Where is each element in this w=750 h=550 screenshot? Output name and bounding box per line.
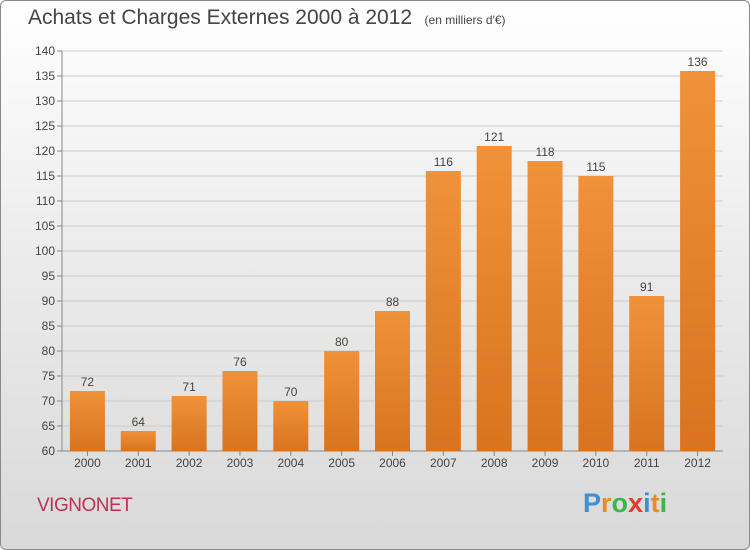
x-tick-label: 2003 bbox=[227, 456, 254, 470]
x-tick-label: 2000 bbox=[74, 456, 101, 470]
y-tick-label: 125 bbox=[35, 119, 55, 133]
bar bbox=[629, 296, 665, 451]
data-label: 80 bbox=[335, 335, 349, 349]
y-tick-label: 115 bbox=[36, 169, 55, 183]
y-tick-label: 140 bbox=[35, 44, 55, 58]
bar bbox=[69, 391, 105, 451]
x-tick-label: 2010 bbox=[583, 456, 610, 470]
x-tick-label: 2002 bbox=[176, 456, 203, 470]
y-tick-label: 105 bbox=[35, 219, 55, 233]
y-tick-label: 100 bbox=[35, 244, 55, 258]
data-label: 76 bbox=[233, 355, 247, 369]
data-label: 88 bbox=[386, 295, 400, 309]
data-label: 91 bbox=[640, 280, 654, 294]
logo-letter: r bbox=[601, 488, 612, 518]
commune-name: VIGNONET bbox=[37, 495, 133, 516]
x-tick-label: 2004 bbox=[277, 456, 304, 470]
y-tick-label: 90 bbox=[42, 294, 56, 308]
logo-letter: i bbox=[659, 488, 668, 518]
x-tick-label: 2008 bbox=[481, 456, 508, 470]
data-label: 72 bbox=[81, 375, 95, 389]
bar bbox=[273, 401, 309, 451]
data-label: 64 bbox=[132, 415, 146, 429]
y-tick-label: 70 bbox=[42, 394, 56, 408]
x-tick-label: 2001 bbox=[125, 456, 152, 470]
bar bbox=[680, 71, 716, 451]
data-label: 116 bbox=[434, 155, 453, 169]
proxiti-logo: Proxiti bbox=[583, 488, 667, 519]
logo-letter: x bbox=[628, 488, 644, 518]
chart-title: Achats et Charges Externes 2000 à 2012 bbox=[28, 6, 413, 29]
bar bbox=[222, 371, 258, 451]
bar bbox=[527, 161, 563, 451]
data-label: 118 bbox=[535, 145, 554, 159]
y-tick-label: 130 bbox=[35, 94, 55, 108]
x-tick-label: 2011 bbox=[634, 456, 660, 470]
data-label: 115 bbox=[586, 160, 605, 174]
y-tick-label: 80 bbox=[42, 344, 56, 358]
bar bbox=[171, 396, 207, 451]
bar bbox=[578, 176, 614, 451]
y-tick-label: 95 bbox=[42, 269, 56, 283]
y-tick-label: 135 bbox=[35, 69, 55, 83]
x-tick-label: 2006 bbox=[379, 456, 406, 470]
x-tick-label: 2005 bbox=[328, 456, 355, 470]
chart-subtitle: (en milliers d'€) bbox=[424, 13, 506, 27]
y-tick-label: 65 bbox=[42, 419, 56, 433]
logo-letter: P bbox=[583, 488, 602, 518]
x-tick-label: 2009 bbox=[532, 456, 559, 470]
bar bbox=[375, 311, 410, 451]
x-tick-label: 2012 bbox=[684, 456, 711, 470]
x-tick-label: 2007 bbox=[430, 456, 457, 470]
data-label: 71 bbox=[182, 380, 196, 394]
data-label: 70 bbox=[284, 385, 298, 399]
bar bbox=[476, 146, 512, 451]
bar bbox=[425, 171, 461, 451]
title-row: Achats et Charges Externes 2000 à 2012 (… bbox=[28, 6, 506, 30]
bar bbox=[324, 351, 360, 451]
bar bbox=[120, 431, 156, 451]
y-tick-label: 60 bbox=[42, 444, 56, 458]
data-label: 136 bbox=[688, 55, 708, 69]
logo-letter: o bbox=[611, 488, 629, 518]
data-label: 121 bbox=[484, 130, 504, 144]
y-tick-label: 75 bbox=[42, 369, 56, 383]
logo-letter: t bbox=[650, 488, 660, 518]
y-tick-label: 120 bbox=[35, 144, 55, 158]
y-tick-label: 85 bbox=[42, 319, 56, 333]
logo-letter: i bbox=[643, 488, 651, 518]
y-tick-label: 110 bbox=[36, 194, 55, 208]
